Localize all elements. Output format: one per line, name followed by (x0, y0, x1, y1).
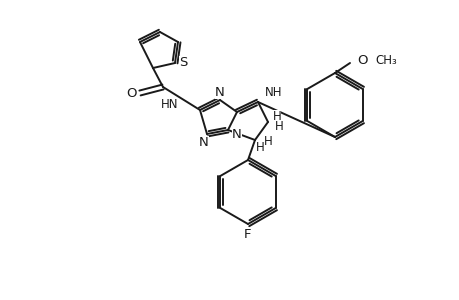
Text: HN: HN (161, 98, 179, 110)
Text: CH₃: CH₃ (374, 53, 396, 67)
Text: H: H (263, 134, 272, 148)
Text: N: N (232, 128, 241, 140)
Text: F: F (244, 229, 251, 242)
Text: H: H (274, 119, 283, 133)
Text: N: N (215, 85, 224, 98)
Text: H: H (272, 110, 281, 122)
Text: O: O (356, 53, 367, 67)
Text: NH: NH (264, 85, 282, 98)
Text: N: N (199, 136, 208, 148)
Text: O: O (127, 86, 137, 100)
Text: S: S (179, 56, 187, 68)
Text: H: H (255, 140, 264, 154)
